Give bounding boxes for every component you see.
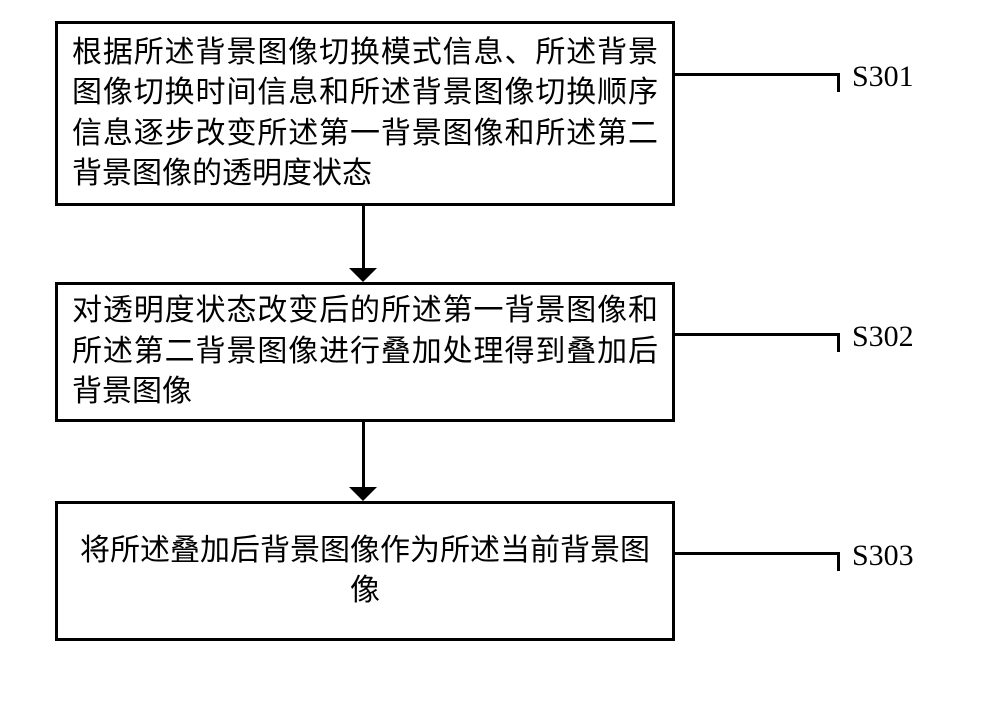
connector-h-s301 — [675, 73, 840, 76]
connector-v-s301 — [837, 74, 840, 92]
connector-v-s303 — [837, 553, 840, 571]
step-box-s302: 对透明度状态改变后的所述第一背景图像和所述第二背景图像进行叠加处理得到叠加后背景… — [55, 282, 675, 422]
arrow-head-1 — [349, 268, 377, 282]
step-text-s303: 将所述叠加后背景图像作为所述当前背景图像 — [72, 531, 658, 612]
flowchart-canvas: 根据所述背景图像切换模式信息、所述背景图像切换时间信息和所述背景图像切换顺序信息… — [0, 0, 1000, 723]
connector-h-s302 — [675, 333, 840, 336]
step-label-s301: S301 — [852, 60, 914, 94]
arrow-line-2 — [362, 422, 365, 487]
step-label-s302: S302 — [852, 320, 914, 354]
step-label-s303: S303 — [852, 539, 914, 573]
step-box-s303: 将所述叠加后背景图像作为所述当前背景图像 — [55, 501, 675, 641]
arrow-head-2 — [349, 487, 377, 501]
step-text-s302: 对透明度状态改变后的所述第一背景图像和所述第二背景图像进行叠加处理得到叠加后背景… — [72, 291, 658, 413]
connector-v-s302 — [837, 334, 840, 352]
step-box-s301: 根据所述背景图像切换模式信息、所述背景图像切换时间信息和所述背景图像切换顺序信息… — [55, 21, 675, 206]
arrow-line-1 — [362, 206, 365, 268]
connector-h-s303 — [675, 552, 840, 555]
step-text-s301: 根据所述背景图像切换模式信息、所述背景图像切换时间信息和所述背景图像切换顺序信息… — [72, 33, 658, 195]
